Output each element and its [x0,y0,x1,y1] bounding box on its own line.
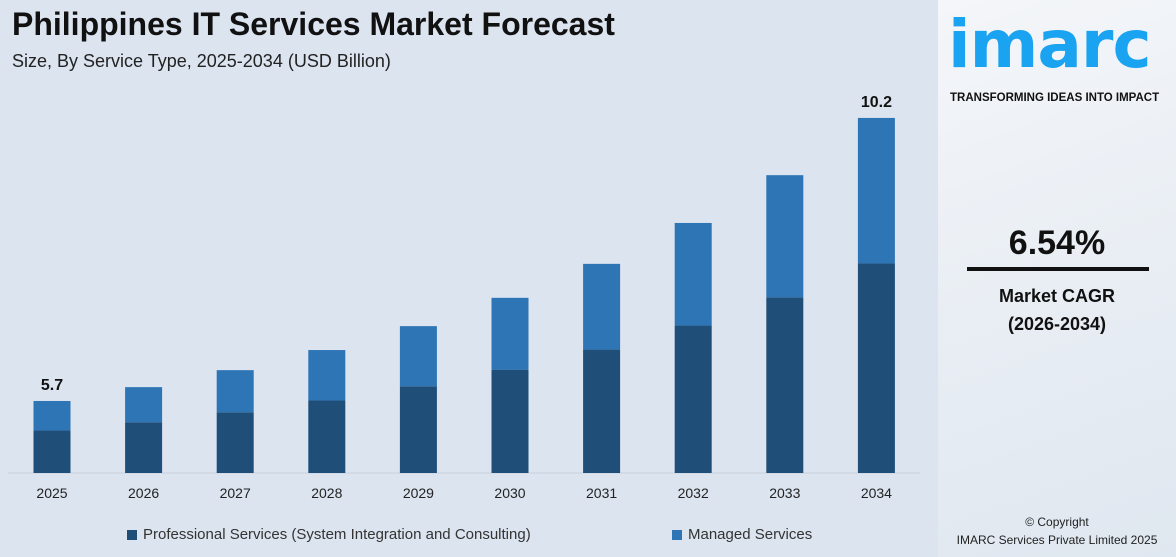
legend-label: Professional Services (System Integratio… [143,526,531,543]
x-tick-label: 2025 [36,485,67,501]
bar-professional-2034 [857,263,895,473]
copyright: © Copyright [1025,515,1089,529]
x-tick-label: 2032 [678,485,709,501]
x-tick-label: 2029 [403,485,434,501]
bar-professional-2029 [399,386,437,473]
cagr-value: 6.54% [1008,224,1106,262]
bar-professional-2030 [491,369,529,473]
legend-swatch [672,529,682,540]
bar-professional-2033 [766,297,804,473]
bar-professional-2025 [33,430,71,473]
bar-managed-2030 [491,297,529,370]
bar-professional-2026 [125,422,163,473]
chart-area: Philippines IT Services Market Forecast … [8,6,920,543]
x-tick-label: 2031 [586,485,617,501]
company-name: IMARC Services Private Limited 2025 [956,533,1158,547]
bar-managed-2029 [399,326,437,387]
legend-item-managed: Managed Services [672,526,812,543]
bar-managed-2034 [857,117,895,264]
bar-managed-2032 [674,222,712,326]
legend-item-professional: Professional Services (System Integratio… [127,526,531,543]
x-tick-label: 2028 [311,485,342,501]
bar-managed-2028 [308,350,346,401]
bar-managed-2031 [583,263,621,350]
bar-managed-2026 [125,387,163,423]
x-tick-label: 2026 [128,485,159,501]
cagr-period: (2026-2034) [1007,314,1107,334]
divider [967,267,1149,271]
imarc-logo: imarc [948,6,1152,83]
tagline: TRANSFORMING IDEAS INTO IMPACT [950,92,1160,104]
data-label: 10.2 [861,94,892,111]
bar-managed-2033 [766,175,804,298]
cagr-label: Market CAGR [998,286,1116,306]
bar-professional-2028 [308,400,346,473]
x-tick-label: 2033 [769,485,800,501]
side-panel: imarc TRANSFORMING IDEAS INTO IMPACT 6.5… [938,0,1176,557]
data-label: 5.7 [41,377,63,394]
bar-professional-2031 [583,349,621,473]
bar-managed-2025 [33,400,71,431]
x-tick-label: 2027 [220,485,251,501]
legend-swatch [127,529,137,540]
x-tick-label: 2034 [861,485,892,501]
legend-label: Managed Services [688,526,813,543]
x-tick-label: 2030 [494,485,525,501]
chart-subtitle: Size, By Service Type, 2025-2034 (USD Bi… [12,51,391,71]
bar-managed-2027 [216,370,254,413]
bar-chart: 2025 5.7 2026 2027 2028 2029 2030 2031 2032 2033 2… [8,94,920,501]
chart-title: Philippines IT Services Market Forecast [12,6,615,42]
bar-professional-2032 [674,325,712,473]
bar-professional-2027 [216,412,254,473]
